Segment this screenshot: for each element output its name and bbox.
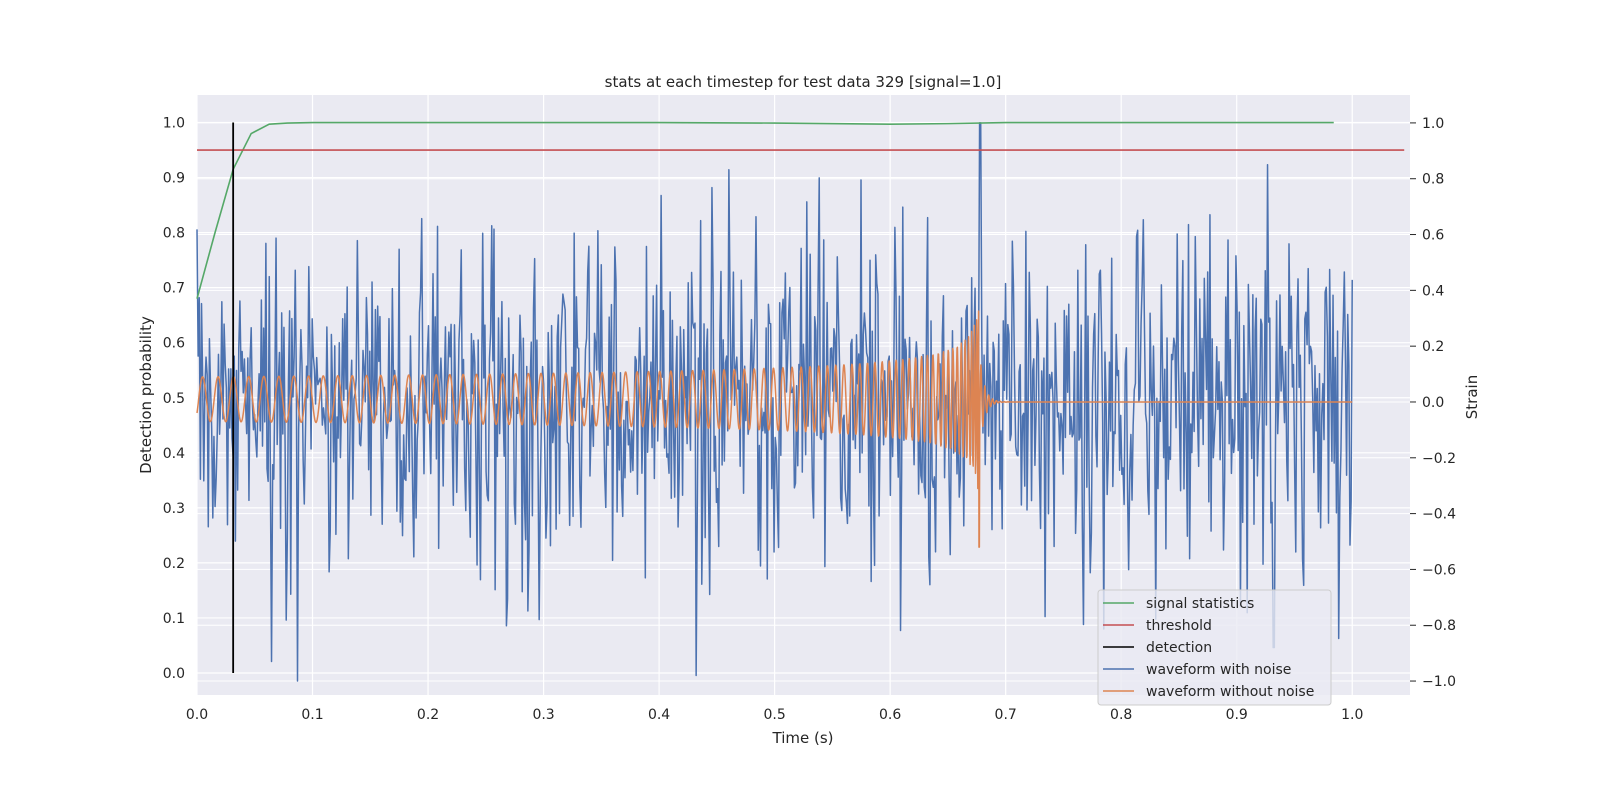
series-signal-statistics — [196, 121, 1334, 299]
y-axis-left: 0.0 0.1 0.2 0.3 0.4 0.5 0.6 0.7 0.8 0.9 1.0 — [163, 116, 185, 682]
legend: signal statistics threshold detection wa… — [1097, 589, 1332, 706]
x-axis-label: Time (s) — [772, 729, 834, 747]
x-tick-label: 0.6 — [879, 707, 901, 723]
x-tick-label: 1.0 — [1341, 707, 1363, 723]
series-waveform-with-noise — [196, 122, 1353, 682]
y-left-tick-label: 0.7 — [163, 281, 185, 297]
y-axis-right: −1.0 −0.8 −0.6 −0.4 −0.2 0.0 0.2 0.4 0.6 0.8 1.0 — [1410, 116, 1456, 690]
y-left-tick-label: 1.0 — [163, 116, 185, 132]
y-left-tick-label: 0.3 — [163, 501, 185, 517]
y-right-tick-label: 0.2 — [1422, 339, 1444, 355]
y-right-tick-label: 0.6 — [1422, 228, 1444, 244]
y-axis-left-label: Detection probability — [137, 316, 155, 474]
y-right-tick-label: 0.0 — [1422, 395, 1444, 411]
x-axis: 0.0 0.1 0.2 0.3 0.4 0.5 0.6 0.7 0.8 0.9 1.0 — [186, 707, 1364, 723]
y-left-tick-label: 0.0 — [163, 666, 185, 682]
y-right-tick-label: −0.8 — [1422, 618, 1456, 634]
y-left-tick-label: 0.5 — [163, 391, 185, 407]
y-left-tick-label: 0.8 — [163, 226, 185, 242]
y-right-tick-label: 1.0 — [1422, 116, 1444, 132]
x-tick-label: 0.8 — [1110, 707, 1132, 723]
y-left-tick-label: 0.6 — [163, 336, 185, 352]
x-tick-label: 0.5 — [763, 707, 785, 723]
chart-title: stats at each timestep for test data 329… — [605, 73, 1002, 91]
series-waveform-without-noise — [196, 310, 1353, 548]
x-tick-label: 0.3 — [532, 707, 554, 723]
legend-label-signal-statistics: signal statistics — [1146, 596, 1254, 612]
y-axis-right-label: Strain — [1463, 375, 1481, 419]
y-left-tick-label: 0.4 — [163, 446, 185, 462]
legend-label-waveform-with-noise: waveform with noise — [1146, 662, 1291, 678]
x-tick-label: 0.7 — [995, 707, 1017, 723]
y-left-tick-label: 0.2 — [163, 556, 185, 572]
y-right-tick-label: −0.4 — [1422, 507, 1456, 523]
y-right-tick-label: −0.6 — [1422, 562, 1456, 578]
series-layer — [196, 121, 1405, 682]
y-right-tick-label: 0.4 — [1422, 283, 1444, 299]
x-tick-label: 0.0 — [186, 707, 208, 723]
legend-label-waveform-without-noise: waveform without noise — [1146, 684, 1314, 700]
y-right-tick-label: −1.0 — [1422, 674, 1456, 690]
x-tick-label: 0.1 — [301, 707, 323, 723]
y-right-tick-label: −0.2 — [1422, 451, 1456, 467]
legend-box — [1097, 589, 1332, 706]
legend-label-detection: detection — [1146, 640, 1212, 656]
x-tick-label: 0.9 — [1226, 707, 1248, 723]
y-left-tick-label: 0.1 — [163, 611, 185, 627]
x-tick-label: 0.4 — [648, 707, 670, 723]
y-left-tick-label: 0.9 — [163, 171, 185, 187]
x-tick-label: 0.2 — [417, 707, 439, 723]
legend-label-threshold: threshold — [1146, 618, 1212, 634]
y-right-tick-label: 0.8 — [1422, 172, 1444, 188]
